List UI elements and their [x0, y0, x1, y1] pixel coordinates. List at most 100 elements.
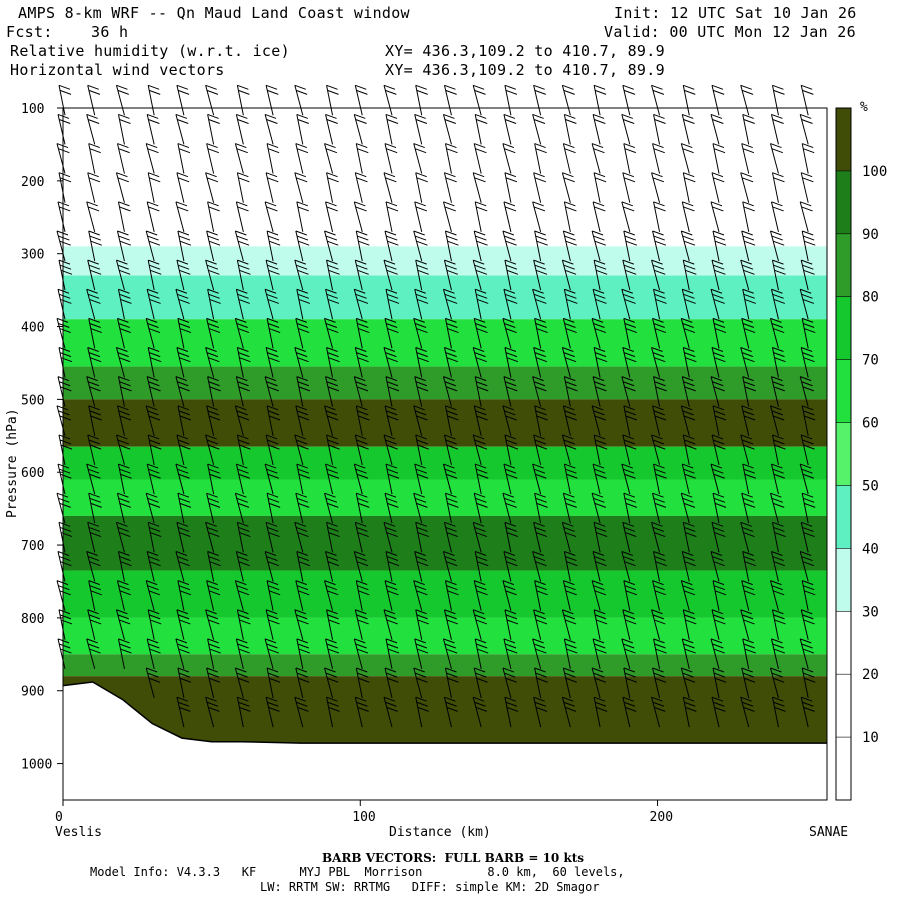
- wind-barb: [532, 201, 546, 232]
- barb-feather: [774, 444, 786, 450]
- wind-barb: [651, 259, 666, 291]
- barb-feather: [594, 526, 607, 532]
- barb-feather: [535, 532, 548, 538]
- wind-barb: [502, 580, 517, 611]
- barb-staff: [146, 114, 155, 145]
- rh-layer-9: [63, 617, 827, 655]
- barb-feather: [566, 386, 578, 392]
- barb-feather: [177, 381, 189, 387]
- barb-staff: [205, 434, 215, 466]
- wind-barb: [415, 347, 429, 378]
- wind-barb: [680, 405, 696, 436]
- wind-barb: [176, 609, 191, 640]
- barb-feather: [385, 526, 397, 532]
- barb-feather: [417, 269, 429, 275]
- barb-feather: [296, 89, 308, 95]
- wind-barb: [117, 463, 132, 495]
- wind-barb: [563, 113, 577, 145]
- wind-barb: [207, 638, 221, 669]
- barb-staff: [680, 230, 690, 262]
- barb-feather: [743, 643, 755, 649]
- barb-feather: [356, 177, 368, 183]
- barb-feather: [324, 580, 336, 586]
- wind-barb: [116, 230, 132, 262]
- barb-feather: [445, 439, 457, 445]
- barb-staff: [207, 638, 215, 669]
- wind-barb: [740, 347, 755, 378]
- barb-feather: [595, 561, 607, 567]
- wind-barb: [266, 230, 281, 262]
- barb-feather: [742, 113, 754, 119]
- barb-staff: [264, 463, 274, 495]
- barb-staff: [207, 463, 215, 495]
- barb-staff: [444, 230, 452, 262]
- barb-feather: [324, 405, 336, 411]
- wind-barb: [533, 347, 548, 378]
- barb-feather: [714, 415, 727, 421]
- barb-feather: [444, 381, 456, 387]
- barb-feather: [683, 643, 695, 649]
- barb-feather: [770, 317, 782, 323]
- wind-barb: [443, 434, 459, 466]
- barb-feather: [594, 264, 607, 270]
- barb-feather: [591, 230, 604, 236]
- barb-staff: [504, 609, 512, 640]
- barb-feather: [532, 376, 544, 382]
- barb-feather: [742, 148, 755, 154]
- wind-barb: [651, 696, 666, 728]
- barb-staff: [265, 172, 274, 203]
- barb-feather: [327, 526, 339, 532]
- barb-feather: [59, 439, 72, 445]
- barb-feather: [146, 230, 158, 236]
- barb-feather: [177, 614, 190, 620]
- barb-feather: [592, 376, 605, 382]
- barb-feather: [146, 143, 158, 149]
- barb-feather: [179, 357, 191, 363]
- barb-staff: [147, 522, 155, 553]
- wind-barb: [472, 609, 488, 640]
- wind-barb: [503, 288, 518, 320]
- barb-feather: [385, 551, 398, 556]
- barb-staff: [414, 551, 423, 582]
- barb-feather: [206, 580, 218, 586]
- barb-feather: [235, 143, 247, 149]
- barb-feather: [447, 415, 459, 421]
- barb-feather: [504, 235, 516, 241]
- wind-barb: [712, 230, 727, 262]
- barb-staff: [353, 551, 363, 582]
- barb-staff: [207, 201, 215, 232]
- barb-staff: [563, 376, 571, 407]
- barb-staff: [771, 347, 779, 378]
- barb-staff: [561, 522, 571, 553]
- barb-feather: [475, 113, 487, 119]
- wind-barb: [145, 492, 161, 524]
- barb-staff: [355, 318, 363, 349]
- barb-staff: [116, 143, 125, 174]
- model-info-line-1: Model Info: V4.3.3 KF MYJ PBL Morrison 8…: [90, 865, 625, 879]
- wind-barb: [473, 230, 488, 262]
- barb-staff: [473, 143, 482, 174]
- barb-staff: [593, 434, 601, 466]
- barb-feather: [207, 585, 219, 591]
- wind-barb: [472, 347, 488, 378]
- barb-staff: [56, 230, 66, 262]
- wind-barb: [264, 463, 279, 495]
- barb-staff: [145, 318, 155, 349]
- barb-feather: [265, 696, 278, 702]
- barb-feather: [239, 444, 251, 450]
- wind-barb: [176, 172, 190, 203]
- barb-staff: [502, 143, 512, 174]
- barb-feather: [474, 230, 486, 236]
- wind-barb: [443, 696, 459, 728]
- barb-feather: [684, 386, 696, 392]
- barb-staff: [681, 551, 690, 582]
- wind-barb: [57, 201, 71, 232]
- barb-feather: [743, 415, 756, 421]
- barb-staff: [442, 201, 452, 232]
- wind-barb: [116, 580, 132, 611]
- barb-staff: [57, 376, 66, 407]
- wind-barb: [354, 696, 369, 728]
- barb-feather: [711, 609, 724, 615]
- barb-feather: [178, 561, 190, 567]
- barb-staff: [799, 463, 809, 495]
